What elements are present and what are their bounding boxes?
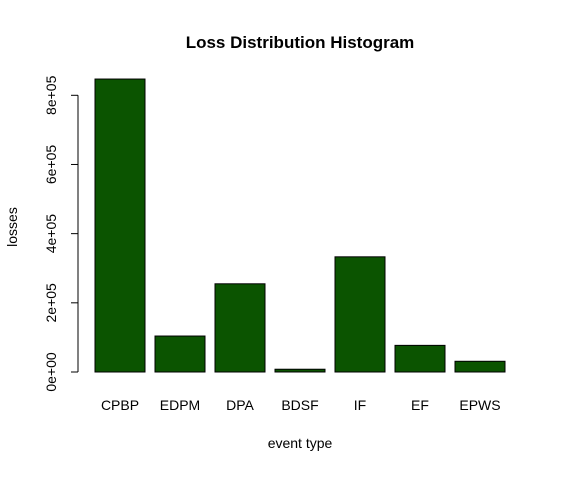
bar-dpa xyxy=(214,283,266,373)
chart-title: Loss Distribution Histogram xyxy=(186,33,415,52)
x-axis-title: event type xyxy=(268,435,333,451)
y-tick-label: 0e+00 xyxy=(43,352,59,392)
x-tick-label: DPA xyxy=(226,397,254,413)
x-tick-label: EDPM xyxy=(160,397,200,413)
y-tick-label: 4e+05 xyxy=(43,214,59,254)
x-tick-labels: CPBP EDPM DPA BDSF IF EF EPWS xyxy=(101,397,501,413)
x-tick-label: EPWS xyxy=(459,397,500,413)
x-tick-label: CPBP xyxy=(101,397,139,413)
bar-cpbp xyxy=(94,78,146,373)
y-axis-title: losses xyxy=(4,207,20,247)
bar-epws xyxy=(454,360,506,373)
bar-bdsf xyxy=(274,368,326,373)
y-tick-label: 6e+05 xyxy=(43,145,59,185)
y-tick-label: 8e+05 xyxy=(43,75,59,115)
x-tick-label: IF xyxy=(354,397,366,413)
x-tick-label: BDSF xyxy=(281,397,318,413)
bar-edpm xyxy=(154,335,206,373)
y-axis: 0e+00 2e+05 4e+05 6e+05 8e+05 xyxy=(43,75,79,392)
bar-ef xyxy=(394,344,446,373)
bar-if xyxy=(334,256,386,373)
bars-group xyxy=(94,78,506,373)
y-tick-label: 2e+05 xyxy=(43,283,59,323)
x-tick-label: EF xyxy=(411,397,429,413)
